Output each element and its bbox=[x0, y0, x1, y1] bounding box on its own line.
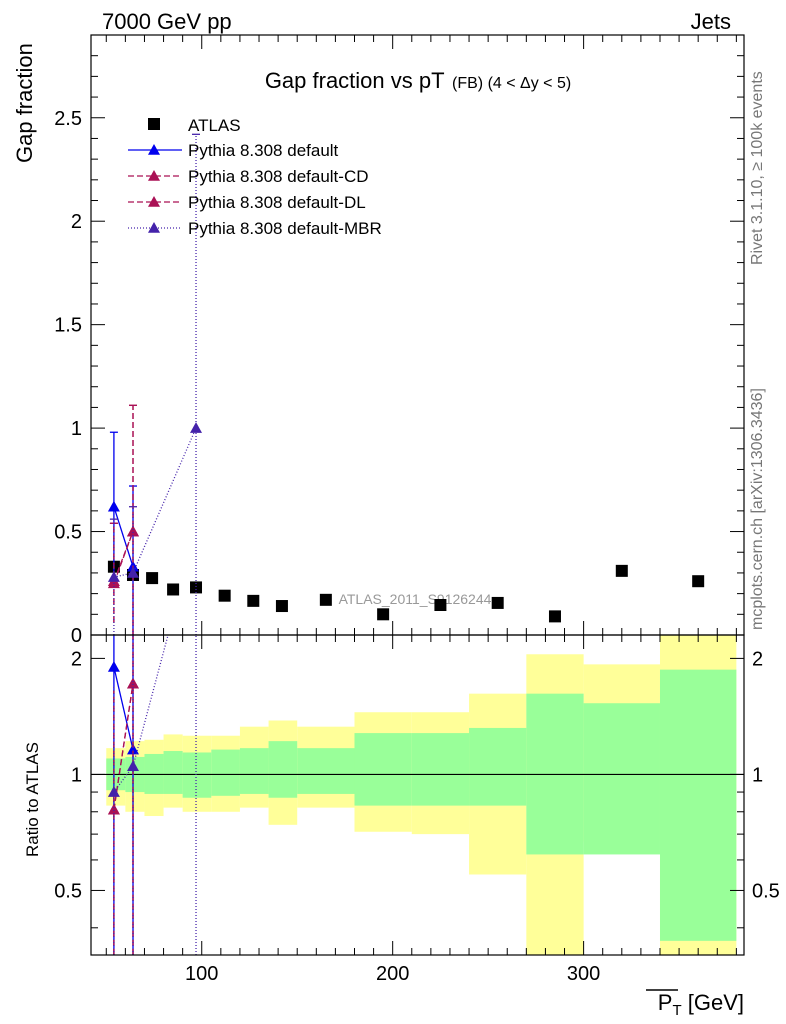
chart-watermark: ATLAS_2011_S9126244 bbox=[339, 591, 492, 607]
atlas-point bbox=[319, 593, 332, 606]
band-green bbox=[297, 748, 355, 794]
uncertainty-bands bbox=[106, 635, 737, 955]
main-panel-axes: 0 0.5 1 1.5 2 2.5 bbox=[54, 35, 744, 647]
y-tick-label: 2 bbox=[71, 211, 82, 233]
series-marker bbox=[107, 500, 120, 512]
band-green bbox=[411, 733, 470, 806]
y-tick-label: 1.5 bbox=[54, 315, 82, 337]
atlas-point bbox=[275, 600, 288, 613]
y-axis-label: Gap fraction bbox=[12, 43, 37, 163]
legend-marker bbox=[148, 144, 160, 155]
series-ratio-line bbox=[113, 666, 134, 750]
header-left: 7000 GeV pp bbox=[102, 9, 232, 34]
legend-label: Pythia 8.308 default-DL bbox=[188, 193, 366, 212]
atlas-point bbox=[190, 581, 203, 594]
atlas-point bbox=[218, 589, 231, 602]
series-ratio-marker bbox=[107, 786, 120, 797]
legend-atlas-label: ATLAS bbox=[188, 116, 241, 135]
series-marker bbox=[190, 422, 203, 433]
legend: ATLAS Pythia 8.308 default Pythia 8.308 de… bbox=[128, 116, 382, 238]
ratio-panel-frame bbox=[90, 634, 745, 956]
atlas-point bbox=[167, 583, 180, 596]
y-tick-label: 0 bbox=[71, 625, 82, 647]
series-marker bbox=[107, 571, 120, 582]
band-green bbox=[268, 741, 298, 798]
legend-label: Pythia 8.308 default bbox=[188, 141, 339, 160]
ratio-tick-label-right: 2 bbox=[752, 648, 763, 670]
series-ratio-line bbox=[113, 683, 134, 810]
rivet-label: Rivet 3.1.10, ≥ 100k events bbox=[749, 71, 766, 265]
atlas-point bbox=[247, 594, 260, 607]
band-green bbox=[211, 749, 240, 796]
ratio-tick-label: 0.5 bbox=[54, 880, 82, 902]
mc-series-main bbox=[107, 133, 203, 635]
series-marker bbox=[127, 525, 140, 537]
chart-title-sub: (FB) (4 < Δy < 5) bbox=[452, 75, 571, 92]
y-tick-label: 0.5 bbox=[54, 522, 82, 544]
band-green bbox=[163, 751, 183, 794]
atlas-data-points bbox=[107, 560, 705, 623]
x-tick-label: 100 bbox=[185, 963, 218, 985]
ratio-panel-axes: 100 200 300 0.5 0.5 1 1 2 2 bbox=[54, 635, 780, 985]
atlas-point bbox=[491, 596, 504, 609]
ratio-y-axis-label: Ratio to ATLAS bbox=[23, 742, 42, 857]
series-line bbox=[113, 427, 197, 578]
header-right: Jets bbox=[691, 9, 731, 34]
mcplots-label: mcplots.cern.ch [arXiv:1306.3436] bbox=[749, 388, 766, 630]
series-line bbox=[113, 506, 134, 567]
x-tick-label: 200 bbox=[376, 963, 409, 985]
chart-title: Gap fraction vs pT (FB) (4 < Δy < 5) bbox=[265, 68, 571, 93]
legend-marker bbox=[148, 196, 160, 207]
band-green bbox=[239, 748, 269, 794]
band-green bbox=[469, 727, 527, 806]
series-ratio-marker bbox=[107, 660, 120, 672]
legend-atlas-marker bbox=[148, 118, 160, 130]
legend-label: Pythia 8.308 default-CD bbox=[188, 167, 369, 186]
atlas-point bbox=[434, 599, 447, 611]
series-ratio-marker bbox=[127, 743, 140, 755]
ratio-tick-label-right: 1 bbox=[752, 764, 763, 786]
legend-marker bbox=[148, 170, 160, 181]
atlas-point bbox=[615, 564, 628, 577]
y-tick-label: 2.5 bbox=[54, 108, 82, 130]
legend-marker bbox=[148, 222, 160, 233]
y-tick-label: 1 bbox=[71, 418, 82, 440]
atlas-point bbox=[692, 575, 705, 588]
series-ratio-marker bbox=[127, 760, 140, 772]
ratio-tick-label-right: 0.5 bbox=[752, 880, 780, 902]
atlas-point bbox=[548, 610, 561, 623]
band-green bbox=[182, 752, 212, 798]
band-green bbox=[659, 669, 737, 941]
series-marker bbox=[127, 566, 140, 578]
x-axis-label-text: PT [GeV] bbox=[658, 990, 744, 1019]
series-line bbox=[113, 531, 134, 584]
atlas-point bbox=[146, 572, 159, 585]
x-tick-label: 300 bbox=[567, 963, 600, 985]
band-green bbox=[583, 703, 660, 855]
legend-label: Pythia 8.308 default-MBR bbox=[188, 219, 382, 238]
ratio-tick-label: 1 bbox=[71, 764, 82, 786]
atlas-point bbox=[377, 608, 390, 621]
series-ratio-marker bbox=[127, 677, 140, 689]
ratio-tick-label: 2 bbox=[71, 648, 82, 670]
series-ratio-marker bbox=[107, 803, 120, 815]
mc-series-ratio bbox=[107, 635, 197, 955]
chart-title-main: Gap fraction vs pT bbox=[265, 68, 445, 93]
x-axis-label: PT [GeV] bbox=[658, 990, 744, 1019]
band-green bbox=[354, 733, 412, 806]
